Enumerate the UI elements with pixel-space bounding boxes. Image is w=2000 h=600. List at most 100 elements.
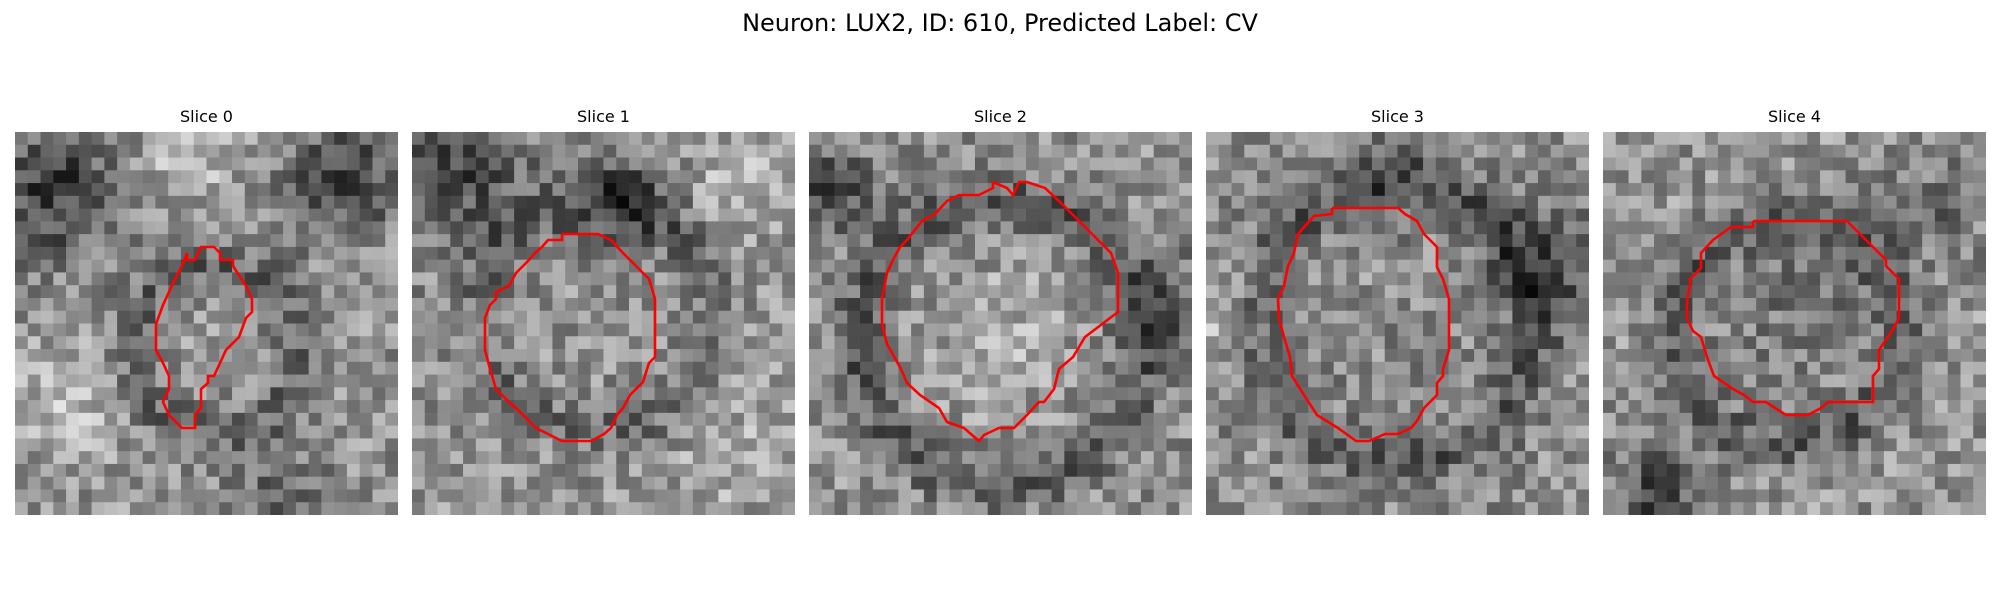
pixel <box>372 336 386 350</box>
pixel <box>180 336 195 350</box>
pixel <box>847 349 861 363</box>
pixel <box>1922 476 1936 491</box>
pixel <box>565 195 579 210</box>
pixel <box>1089 234 1104 248</box>
pixel <box>206 310 220 325</box>
pixel <box>1269 502 1284 515</box>
pixel <box>949 336 963 350</box>
pixel <box>1359 374 1373 388</box>
pixel <box>488 425 502 439</box>
pixel <box>475 259 490 274</box>
pixel <box>450 361 464 376</box>
pixel <box>577 387 592 401</box>
pixel <box>78 502 93 515</box>
pixel <box>104 349 118 363</box>
pixel <box>923 323 938 337</box>
pixel <box>1077 285 1091 299</box>
pixel <box>1537 476 1552 491</box>
pixel <box>193 425 208 439</box>
pixel <box>1140 412 1155 427</box>
pixel <box>1448 144 1462 159</box>
pixel <box>1333 412 1348 427</box>
pixel <box>501 195 515 210</box>
pixel <box>385 310 398 325</box>
pixel <box>514 170 528 184</box>
pixel <box>1756 323 1770 337</box>
pixel <box>27 285 42 299</box>
pixel <box>718 170 732 184</box>
pixel <box>539 246 554 261</box>
pixel <box>412 157 426 171</box>
pixel <box>692 285 707 299</box>
pixel <box>501 144 515 159</box>
pixel <box>898 170 912 184</box>
pixel <box>1206 157 1220 171</box>
pixel <box>501 323 515 337</box>
pixel <box>987 144 1002 159</box>
pixel <box>463 157 477 171</box>
pixel <box>1922 374 1936 388</box>
pixel <box>1435 132 1450 146</box>
pixel <box>15 195 29 210</box>
pixel <box>1026 285 1040 299</box>
pixel <box>1474 387 1488 401</box>
pixel <box>1654 144 1668 159</box>
pixel <box>257 349 271 363</box>
pixel <box>1883 272 1898 286</box>
pixel <box>359 425 374 439</box>
pixel <box>1858 170 1872 184</box>
pixel <box>860 336 874 350</box>
pixel <box>1077 246 1091 261</box>
pixel <box>1231 170 1245 184</box>
pixel <box>1257 336 1271 350</box>
pixel <box>1384 157 1399 171</box>
pixel <box>667 336 681 350</box>
pixel <box>1244 361 1258 376</box>
pixel <box>1295 476 1309 491</box>
pixel <box>283 412 297 427</box>
pixel <box>1692 451 1706 465</box>
pixel <box>129 272 144 286</box>
pixel <box>539 451 554 465</box>
pixel <box>1717 489 1732 503</box>
pixel <box>346 297 361 312</box>
pixel <box>1128 349 1142 363</box>
pixel <box>424 502 439 515</box>
pixel <box>1576 234 1589 248</box>
pixel <box>756 336 771 350</box>
pixel <box>1448 502 1462 515</box>
pixel <box>834 170 848 184</box>
pixel <box>257 221 271 235</box>
pixel <box>1064 246 1078 261</box>
pixel <box>385 425 398 439</box>
pixel <box>78 272 93 286</box>
pixel <box>1244 400 1258 414</box>
pixel <box>359 259 374 274</box>
pixel <box>1692 374 1706 388</box>
pixel <box>1525 170 1539 184</box>
pixel <box>1896 387 1910 401</box>
pixel <box>539 502 554 515</box>
pixel <box>936 361 951 376</box>
pixel <box>1692 489 1706 503</box>
pixel <box>898 451 912 465</box>
pixel <box>295 132 310 146</box>
pixel <box>1768 502 1783 515</box>
pixel <box>1654 208 1668 222</box>
pixel <box>1077 463 1091 478</box>
pixel <box>936 234 951 248</box>
pixel <box>1371 157 1386 171</box>
pixel <box>1705 157 1719 171</box>
pixel <box>1705 285 1719 299</box>
pixel <box>1397 387 1411 401</box>
pixel <box>1308 336 1322 350</box>
pixel <box>654 336 668 350</box>
pixel <box>1257 272 1271 286</box>
pixel <box>1666 259 1681 274</box>
pixel <box>1128 400 1142 414</box>
pixel <box>463 502 477 515</box>
pixel <box>1603 412 1617 427</box>
pixel <box>1435 400 1450 414</box>
pixel <box>1486 425 1501 439</box>
pixel <box>680 272 694 286</box>
